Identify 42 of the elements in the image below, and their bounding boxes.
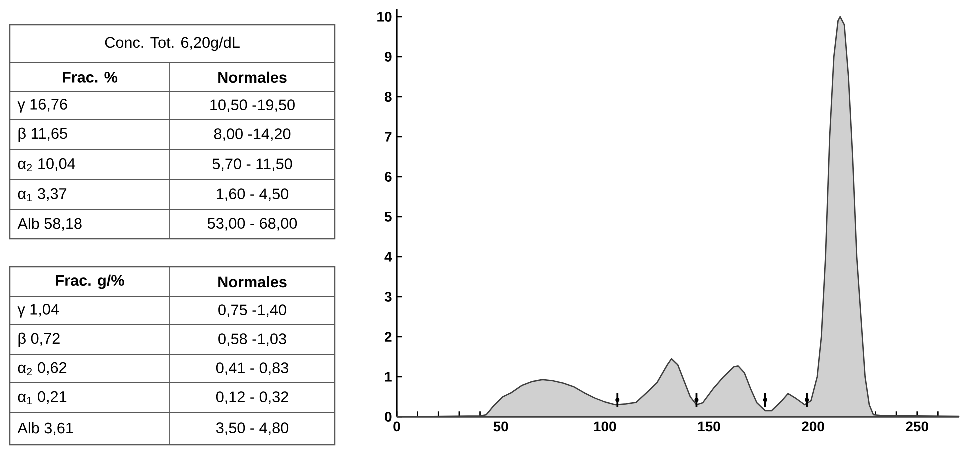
y-tick-label: 9 [384,52,392,62]
text: 53,00 - 68,00 [208,218,298,231]
text: β 0,72 [18,332,60,348]
x-tick-label: 150 [698,422,720,432]
y-tick-label: 2 [384,332,392,342]
text: Alb 3,61 [18,422,74,436]
text: Conc. Tot. 6,20g/dL [105,36,240,52]
text: γ 16,76 [18,99,68,113]
text: 0,75 -1,40 [218,304,286,318]
y-tick-label: 6 [385,172,392,182]
x-tick-label: 250 [906,422,928,432]
text: 1,60 - 4,50 [217,188,289,202]
text: 0,41 - 0,83 [216,362,288,376]
y-tick-label: 4 [384,252,392,262]
text: Normales [218,72,287,84]
y-tick-label: 0 [385,412,392,422]
text: γ 1,04 [18,304,60,318]
text: Alb 58,18 [18,218,82,232]
text: 0,12 - 0,32 [216,392,288,404]
y-tick-label: 1 [385,372,392,382]
text: 5,70 - 11,50 [212,158,292,172]
text: Frac. g/% [56,274,124,290]
text: β 11,65 [18,128,68,142]
y-tick-label: 7 [385,132,392,142]
x-tick-label: 0 [394,422,400,432]
x-tick-label: 50 [494,422,508,432]
text: Frac. % [63,72,118,83]
text: Normales [218,276,287,288]
y-tick-label: 8 [384,92,392,102]
y-tick-label: 10 [378,12,392,22]
text: 10,50 -19,50 [210,100,295,112]
x-tick-label: 200 [802,422,824,432]
text: α$_{2}$ 0,62 [18,362,67,376]
text: α$_{2}$ 10,04 [18,158,76,172]
text: 8,00 -14,20 [214,128,291,142]
text: 0,58 -1,03 [218,334,286,346]
text: 3,50 - 4,80 [216,422,289,436]
y-tick-label: 5 [384,212,392,222]
text: α$_{1}$ 0,21 [18,391,67,405]
x-tick-label: 100 [594,422,616,432]
y-tick-label: 3 [384,292,392,302]
text: α$_{1}$ 3,37 [18,188,67,202]
